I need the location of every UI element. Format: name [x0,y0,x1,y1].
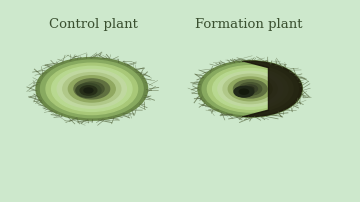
Ellipse shape [46,63,138,115]
Ellipse shape [202,63,298,115]
Ellipse shape [63,73,121,105]
Ellipse shape [57,69,126,108]
Text: Control plant: Control plant [49,18,138,31]
Ellipse shape [76,83,101,98]
Ellipse shape [223,74,277,104]
Polygon shape [242,60,303,117]
Ellipse shape [239,83,262,95]
Ellipse shape [84,84,100,93]
Text: Formation plant: Formation plant [195,18,302,31]
Ellipse shape [213,68,288,109]
Ellipse shape [80,86,97,95]
Ellipse shape [228,77,272,101]
Ellipse shape [80,82,104,96]
Ellipse shape [218,71,283,106]
Ellipse shape [207,66,293,112]
Ellipse shape [234,80,267,98]
Ellipse shape [51,66,132,112]
Ellipse shape [247,87,254,91]
Ellipse shape [243,85,257,93]
Ellipse shape [74,79,110,99]
Ellipse shape [40,60,143,118]
Ellipse shape [68,76,115,102]
Ellipse shape [36,58,148,120]
Ellipse shape [198,61,302,117]
Ellipse shape [239,89,249,94]
Ellipse shape [84,88,93,93]
Ellipse shape [88,87,96,91]
Ellipse shape [234,86,254,97]
